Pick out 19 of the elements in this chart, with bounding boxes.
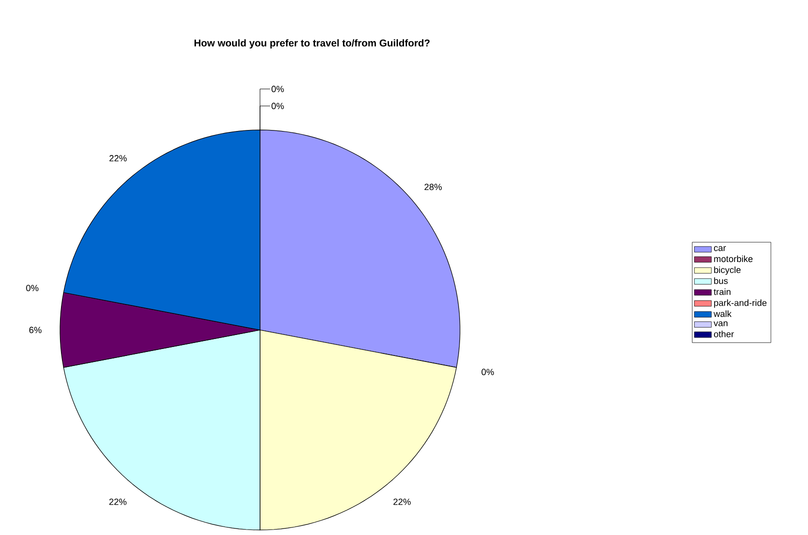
legend-label: car	[714, 246, 726, 252]
chart-title: How would you prefer to travel to/from Guildford?	[194, 39, 430, 48]
text: 0%	[26, 284, 38, 292]
data-label: 22%	[394, 498, 411, 505]
legend-label: van	[714, 321, 728, 326]
legend-label: bus	[714, 277, 728, 284]
data-label: 22%	[109, 155, 127, 162]
data-label: 6%	[29, 326, 42, 334]
legend-label: park-and-ride	[714, 299, 767, 308]
text: 0%	[482, 368, 494, 376]
legend-label: other	[714, 330, 734, 338]
legend-label: motorbike	[714, 255, 753, 262]
data-label: 28%	[424, 184, 442, 190]
legend-label: train	[714, 288, 730, 296]
legend-label: walk	[714, 310, 732, 317]
text: 0%	[272, 102, 284, 110]
legend-label: bicycle	[714, 266, 741, 275]
data-label: 22%	[109, 498, 126, 505]
text: 0%	[272, 86, 284, 92]
